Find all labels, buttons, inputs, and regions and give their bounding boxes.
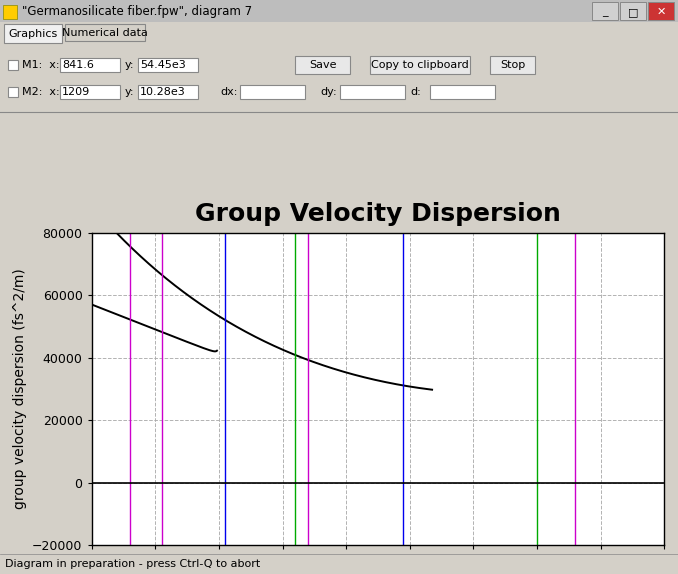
Text: 54.45e3: 54.45e3 [140,60,186,70]
Text: y:: y: [125,87,134,97]
Text: □: □ [628,7,638,17]
Text: M2:  x:: M2: x: [22,87,60,97]
Bar [340,85,405,99]
Text: ✕: ✕ [656,7,666,17]
Text: dx:: dx: [220,87,237,97]
Text: "Germanosilicate fiber.fpw", diagram 7: "Germanosilicate fiber.fpw", diagram 7 [22,5,252,17]
Bar [0,554,678,574]
Text: dy:: dy: [320,87,336,97]
FancyBboxPatch shape [370,56,470,74]
Bar [60,85,120,99]
Text: Save: Save [308,60,336,70]
FancyBboxPatch shape [648,2,674,20]
Text: _: _ [602,7,607,17]
Bar [138,58,198,72]
X-axis label: wavelength (nm): wavelength (nm) [319,573,437,574]
Bar [0,22,678,44]
Bar [3,5,17,19]
Text: Copy to clipboard: Copy to clipboard [371,60,469,70]
Bar [138,85,198,99]
Text: 10.28e3: 10.28e3 [140,87,186,97]
Text: y:: y: [125,60,134,70]
Bar [0,0,678,22]
Text: 1209: 1209 [62,87,90,97]
FancyBboxPatch shape [65,24,145,41]
Bar [8,60,18,70]
FancyBboxPatch shape [620,2,646,20]
FancyBboxPatch shape [592,2,618,20]
Text: Diagram in preparation - press Ctrl-Q to abort: Diagram in preparation - press Ctrl-Q to… [5,559,260,569]
Text: 841.6: 841.6 [62,60,94,70]
Text: Numerical data: Numerical data [62,28,148,38]
Text: Stop: Stop [500,60,525,70]
Text: M1:  x:: M1: x: [22,60,60,70]
Bar [60,58,120,72]
Title: Group Velocity Dispersion: Group Velocity Dispersion [195,203,561,227]
Bar [240,85,305,99]
Text: d:: d: [410,87,421,97]
FancyBboxPatch shape [295,56,350,74]
Text: Graphics: Graphics [8,29,58,39]
Bar [430,85,495,99]
FancyBboxPatch shape [4,24,62,43]
Y-axis label: group velocity dispersion (fs^2/m): group velocity dispersion (fs^2/m) [13,269,26,509]
FancyBboxPatch shape [490,56,535,74]
Bar [8,87,18,97]
